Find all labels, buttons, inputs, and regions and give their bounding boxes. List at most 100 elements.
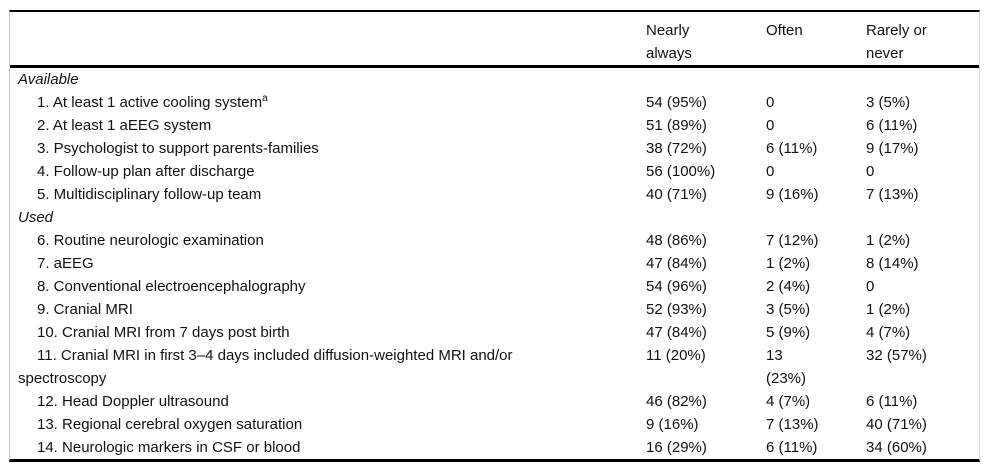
row-label-text: 1. At least 1 active cooling system xyxy=(37,94,263,111)
column-header-rarely-never: Rarely or never xyxy=(866,22,927,62)
cell-often: 5 (9%) xyxy=(766,324,811,341)
row-label: 8. Conventional electroencephalography xyxy=(10,275,646,298)
table-row: 7. aEEG 47 (84%) 1 (2%) 8 (14%) xyxy=(10,252,979,275)
cell-rarely-never: 8 (14%) xyxy=(866,255,919,272)
cell-often: 13 (23%) xyxy=(766,347,807,387)
cell-often: 6 (11%) xyxy=(766,439,818,456)
column-header-often: Often xyxy=(766,22,803,39)
row-label-text: 10. Cranial MRI from 7 days post birth xyxy=(37,324,290,341)
cell-rarely-never: 0 xyxy=(866,278,875,295)
column-header-nearly-always: Nearly always xyxy=(646,22,692,62)
table-body: Available 1. At least 1 active cooling s… xyxy=(10,68,979,459)
cell-nearly-always: 11 (20%) xyxy=(646,347,706,364)
table-header-row: Nearly always Often Rarely or never xyxy=(10,12,979,68)
table-row: Used xyxy=(10,206,979,229)
row-label: 12. Head Doppler ultrasound xyxy=(10,390,646,413)
cell-rarely-never: 9 (17%) xyxy=(866,140,919,157)
table-row: 14. Neurologic markers in CSF or blood 1… xyxy=(10,436,979,459)
table-row: 8. Conventional electroencephalography 5… xyxy=(10,275,979,298)
row-label-text: 2. At least 1 aEEG system xyxy=(37,117,212,134)
cell-nearly-always: 40 (71%) xyxy=(646,186,707,203)
row-label: 6. Routine neurologic examination xyxy=(10,229,646,252)
table-row: 3. Psychologist to support parents-famil… xyxy=(10,137,979,160)
row-label: 7. aEEG xyxy=(10,252,646,275)
cell-nearly-always: 16 (29%) xyxy=(646,439,707,456)
row-label: 10. Cranial MRI from 7 days post birth xyxy=(10,321,646,344)
cell-rarely-never xyxy=(866,68,979,91)
cell-rarely-never xyxy=(866,206,979,229)
cell-nearly-always xyxy=(646,206,766,229)
cell-rarely-never: 4 (7%) xyxy=(866,324,911,341)
cell-often: 4 (7%) xyxy=(766,393,811,410)
row-label: Available xyxy=(10,68,646,91)
cell-nearly-always: 54 (96%) xyxy=(646,278,707,295)
table-row: 10. Cranial MRI from 7 days post birth 4… xyxy=(10,321,979,344)
cell-rarely-never: 32 (57%) xyxy=(866,347,927,364)
cell-rarely-never: 6 (11%) xyxy=(866,117,918,134)
cell-often: 6 (11%) xyxy=(766,140,818,157)
table-row: Available xyxy=(10,68,979,91)
cell-often xyxy=(766,206,866,229)
cell-nearly-always: 47 (84%) xyxy=(646,324,707,341)
row-label: 9. Cranial MRI xyxy=(10,298,646,321)
cell-often: 7 (12%) xyxy=(766,232,819,249)
column-header-items xyxy=(10,19,646,65)
cell-nearly-always: 51 (89%) xyxy=(646,117,707,134)
cell-nearly-always: 52 (93%) xyxy=(646,301,707,318)
row-label-text: 11. Cranial MRI in first 3–4 days includ… xyxy=(18,347,513,387)
table-row: 11. Cranial MRI in first 3–4 days includ… xyxy=(10,344,979,390)
cell-rarely-never: 3 (5%) xyxy=(866,94,911,111)
cell-rarely-never: 40 (71%) xyxy=(866,416,927,433)
table-row: 6. Routine neurologic examination 48 (86… xyxy=(10,229,979,252)
cell-rarely-never: 34 (60%) xyxy=(866,439,927,456)
cell-often: 1 (2%) xyxy=(766,255,811,272)
row-label-text: 7. aEEG xyxy=(37,255,94,272)
cell-often: 7 (13%) xyxy=(766,416,819,433)
cell-nearly-always xyxy=(646,68,766,91)
row-label: 3. Psychologist to support parents-famil… xyxy=(10,137,646,160)
cell-nearly-always: 46 (82%) xyxy=(646,393,707,410)
row-label: 1. At least 1 active cooling systema xyxy=(10,91,646,114)
row-label: 2. At least 1 aEEG system xyxy=(10,114,646,137)
cell-often: 0 xyxy=(766,163,775,180)
row-label: Used xyxy=(10,206,646,229)
row-label-text: 8. Conventional electroencephalography xyxy=(37,278,306,295)
footnote-marker: a xyxy=(262,93,268,104)
cell-rarely-never: 7 (13%) xyxy=(866,186,919,203)
row-label: 5. Multidisciplinary follow-up team xyxy=(10,183,646,206)
row-label-text: 12. Head Doppler ultrasound xyxy=(37,393,229,410)
row-label-text: 9. Cranial MRI xyxy=(37,301,133,318)
cell-often: 0 xyxy=(766,94,775,111)
table-row: 1. At least 1 active cooling systema 54 … xyxy=(10,91,979,114)
cell-nearly-always: 9 (16%) xyxy=(646,416,699,433)
cell-often: 2 (4%) xyxy=(766,278,811,295)
cell-often: 3 (5%) xyxy=(766,301,811,318)
row-label-text: 6. Routine neurologic examination xyxy=(37,232,264,249)
cell-rarely-never: 6 (11%) xyxy=(866,393,918,410)
row-label-text: 5. Multidisciplinary follow-up team xyxy=(37,186,262,203)
row-label-text: 14. Neurologic markers in CSF or blood xyxy=(37,439,301,456)
cell-rarely-never: 1 (2%) xyxy=(866,232,911,249)
cell-often: 9 (16%) xyxy=(766,186,819,203)
row-label: 11. Cranial MRI in first 3–4 days includ… xyxy=(10,344,646,390)
table-row: 12. Head Doppler ultrasound 46 (82%) 4 (… xyxy=(10,390,979,413)
row-label-text: Used xyxy=(18,209,54,226)
row-label-text: 3. Psychologist to support parents-famil… xyxy=(37,140,319,157)
cell-often xyxy=(766,68,866,91)
cell-nearly-always: 54 (95%) xyxy=(646,94,707,111)
cell-nearly-always: 48 (86%) xyxy=(646,232,707,249)
row-label: 14. Neurologic markers in CSF or blood xyxy=(10,436,646,459)
table-row: 9. Cranial MRI 52 (93%) 3 (5%) 1 (2%) xyxy=(10,298,979,321)
cell-rarely-never: 1 (2%) xyxy=(866,301,911,318)
table-row: 13. Regional cerebral oxygen saturation … xyxy=(10,413,979,436)
row-label: 4. Follow-up plan after discharge xyxy=(10,160,646,183)
row-label: 13. Regional cerebral oxygen saturation xyxy=(10,413,646,436)
cell-rarely-never: 0 xyxy=(866,163,875,180)
cell-nearly-always: 47 (84%) xyxy=(646,255,707,272)
table-row: 2. At least 1 aEEG system 51 (89%) 0 6 (… xyxy=(10,114,979,137)
cell-nearly-always: 38 (72%) xyxy=(646,140,707,157)
row-label-text: 13. Regional cerebral oxygen saturation xyxy=(37,416,303,433)
table-row: 5. Multidisciplinary follow-up team 40 (… xyxy=(10,183,979,206)
cell-often: 0 xyxy=(766,117,775,134)
survey-results-table: Nearly always Often Rarely or never Avai… xyxy=(9,10,980,462)
